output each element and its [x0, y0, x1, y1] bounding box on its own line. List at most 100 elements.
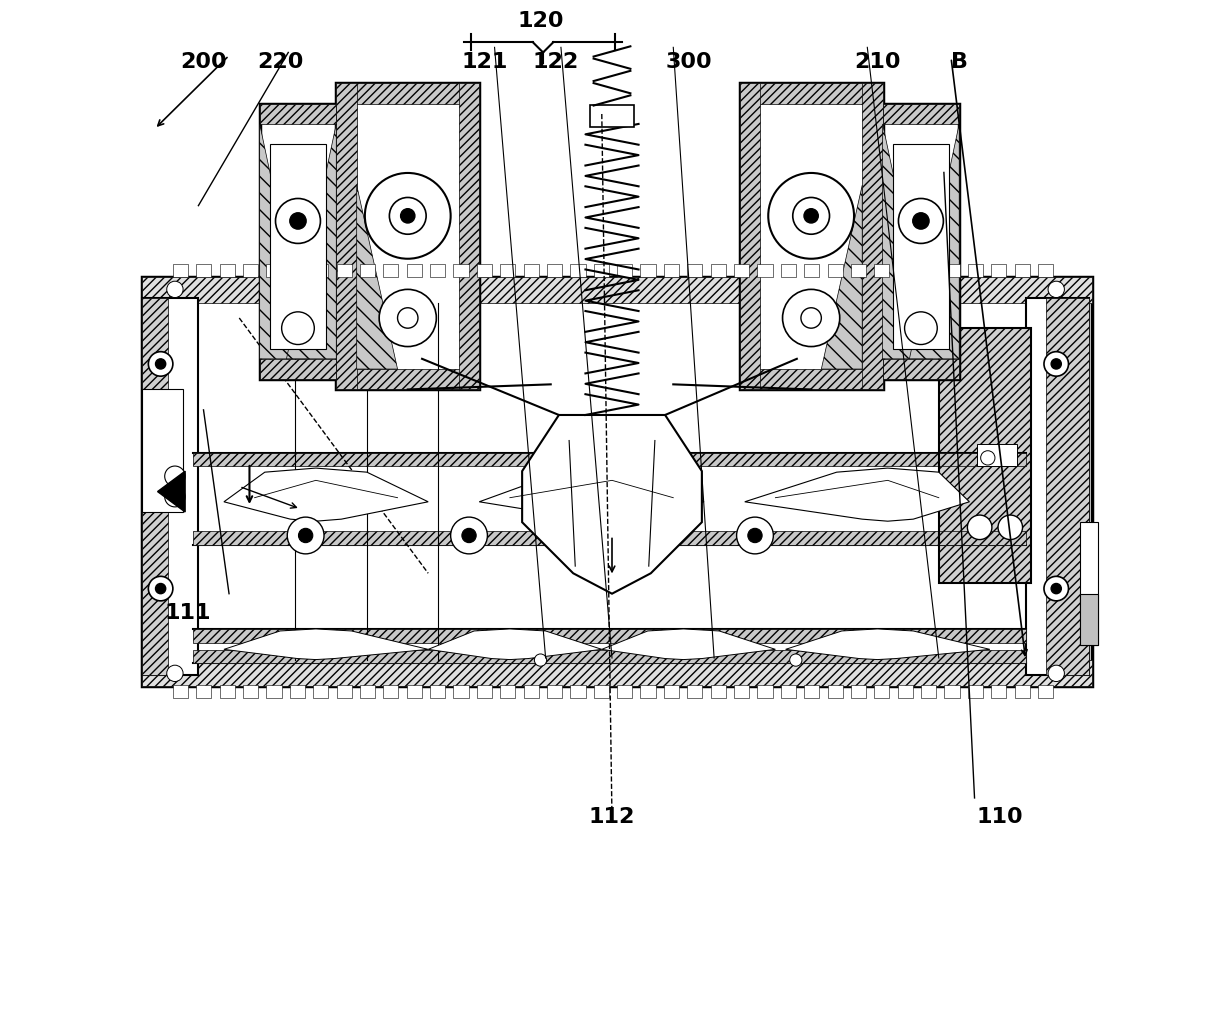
- Bar: [734, 264, 749, 278]
- Bar: [259, 358, 337, 379]
- Bar: [883, 358, 960, 379]
- Bar: [711, 264, 726, 278]
- Circle shape: [789, 654, 802, 667]
- Bar: [883, 103, 960, 124]
- Circle shape: [155, 584, 165, 594]
- Bar: [173, 264, 188, 278]
- Bar: [977, 443, 1017, 466]
- Circle shape: [1044, 351, 1069, 376]
- Bar: [827, 264, 843, 278]
- Bar: [142, 660, 1092, 686]
- Bar: [313, 685, 328, 698]
- Circle shape: [165, 466, 185, 486]
- Bar: [383, 685, 399, 698]
- Circle shape: [400, 209, 415, 223]
- Bar: [945, 685, 960, 698]
- Bar: [337, 685, 351, 698]
- Polygon shape: [428, 629, 602, 659]
- Circle shape: [299, 528, 313, 543]
- Bar: [640, 685, 656, 698]
- Circle shape: [148, 577, 173, 601]
- Circle shape: [913, 213, 929, 229]
- Bar: [734, 685, 749, 698]
- Bar: [142, 278, 1092, 686]
- Bar: [594, 264, 608, 278]
- Bar: [267, 264, 282, 278]
- Circle shape: [793, 198, 830, 234]
- Circle shape: [166, 282, 184, 298]
- Polygon shape: [786, 629, 990, 659]
- Text: 300: 300: [666, 52, 712, 72]
- Bar: [590, 104, 634, 127]
- Bar: [687, 264, 703, 278]
- Bar: [739, 83, 883, 103]
- Polygon shape: [480, 468, 704, 521]
- Bar: [547, 685, 562, 698]
- Bar: [883, 103, 960, 379]
- Circle shape: [365, 173, 450, 259]
- Polygon shape: [286, 124, 337, 358]
- Bar: [337, 83, 356, 389]
- Bar: [711, 685, 726, 698]
- Bar: [663, 685, 679, 698]
- Bar: [827, 685, 843, 698]
- Bar: [459, 83, 480, 389]
- Bar: [142, 298, 168, 676]
- Circle shape: [1051, 584, 1061, 594]
- Polygon shape: [224, 468, 428, 521]
- Polygon shape: [356, 185, 398, 369]
- Circle shape: [275, 199, 321, 244]
- Polygon shape: [523, 415, 701, 594]
- Bar: [1038, 264, 1053, 278]
- Bar: [739, 83, 760, 389]
- Polygon shape: [158, 471, 185, 512]
- Text: 121: 121: [461, 52, 508, 72]
- Circle shape: [398, 308, 417, 328]
- Bar: [196, 685, 212, 698]
- Circle shape: [389, 198, 426, 234]
- Bar: [193, 531, 1026, 545]
- Polygon shape: [602, 629, 775, 659]
- Bar: [259, 103, 337, 124]
- Polygon shape: [224, 629, 428, 659]
- Bar: [897, 264, 913, 278]
- Text: 220: 220: [257, 52, 304, 72]
- Bar: [244, 264, 258, 278]
- Circle shape: [782, 290, 840, 346]
- Bar: [1047, 298, 1089, 676]
- Bar: [337, 264, 351, 278]
- Bar: [547, 264, 562, 278]
- Text: 110: 110: [977, 808, 1023, 827]
- Bar: [758, 264, 772, 278]
- Circle shape: [148, 351, 173, 376]
- Polygon shape: [744, 468, 969, 521]
- Bar: [663, 264, 679, 278]
- Circle shape: [737, 517, 774, 554]
- Bar: [219, 685, 235, 698]
- Bar: [453, 264, 469, 278]
- Text: 120: 120: [518, 11, 564, 31]
- Bar: [430, 685, 446, 698]
- Bar: [337, 83, 480, 103]
- Bar: [862, 83, 883, 389]
- Polygon shape: [259, 124, 310, 358]
- Text: 112: 112: [589, 808, 635, 827]
- Polygon shape: [909, 124, 960, 358]
- Bar: [259, 103, 337, 379]
- Bar: [892, 144, 949, 348]
- Bar: [758, 685, 772, 698]
- Circle shape: [379, 290, 436, 346]
- Bar: [939, 328, 1031, 584]
- Bar: [781, 685, 796, 698]
- Bar: [617, 264, 633, 278]
- Bar: [920, 685, 936, 698]
- Bar: [1038, 685, 1053, 698]
- Text: 200: 200: [180, 52, 226, 72]
- Bar: [313, 264, 328, 278]
- Bar: [1015, 264, 1029, 278]
- Circle shape: [967, 515, 991, 540]
- Circle shape: [748, 528, 763, 543]
- Bar: [739, 369, 883, 389]
- Text: 210: 210: [854, 52, 901, 72]
- Bar: [269, 144, 326, 348]
